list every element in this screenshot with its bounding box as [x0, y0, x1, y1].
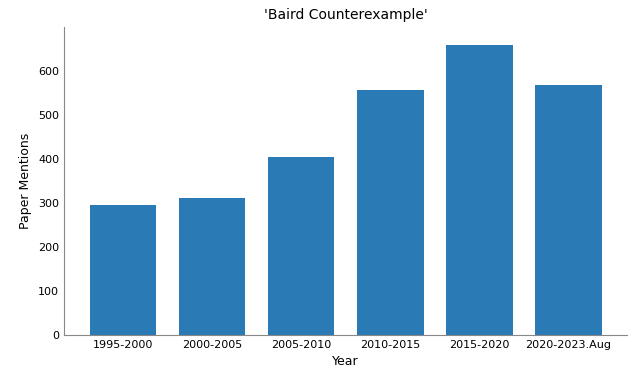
Bar: [446, 45, 513, 335]
Bar: [268, 157, 335, 335]
X-axis label: Year: Year: [332, 355, 359, 368]
Y-axis label: Paper Mentions: Paper Mentions: [19, 133, 33, 229]
Bar: [535, 85, 602, 335]
Bar: [90, 205, 156, 335]
Bar: [179, 198, 245, 335]
Bar: [356, 90, 424, 335]
Title: 'Baird Counterexample': 'Baird Counterexample': [264, 8, 428, 22]
